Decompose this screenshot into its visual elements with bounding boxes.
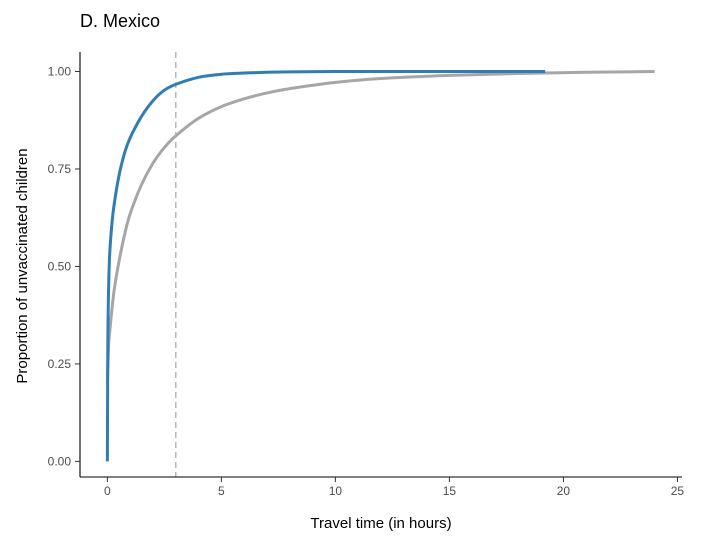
x-tick-label: 15	[443, 484, 457, 498]
series-line-blue	[105, 69, 546, 462]
series-line-gray	[105, 69, 655, 384]
x-axis-ticks: 0 5 10 15 20 25	[104, 477, 684, 498]
y-axis-label: Proportion of unvaccinated children	[14, 148, 31, 383]
y-tick-label: 0.25	[48, 357, 72, 371]
x-tick-label: 25	[671, 484, 685, 498]
y-tick-label: 0.75	[48, 162, 72, 176]
x-tick-label: 0	[104, 484, 111, 498]
y-tick-label: 0.50	[48, 259, 72, 273]
x-axis-label: Travel time (in hours)	[310, 515, 451, 532]
y-tick-label: 0.00	[48, 454, 72, 468]
x-tick-label: 10	[329, 484, 343, 498]
plot-area	[105, 52, 655, 477]
y-tick-label: 1.00	[48, 64, 72, 78]
chart-title: D. Mexico	[80, 11, 160, 31]
x-tick-label: 20	[557, 484, 571, 498]
y-axis-ticks: 0.00 0.25 0.50 0.75 1.00	[48, 64, 80, 468]
x-tick-label: 5	[218, 484, 225, 498]
